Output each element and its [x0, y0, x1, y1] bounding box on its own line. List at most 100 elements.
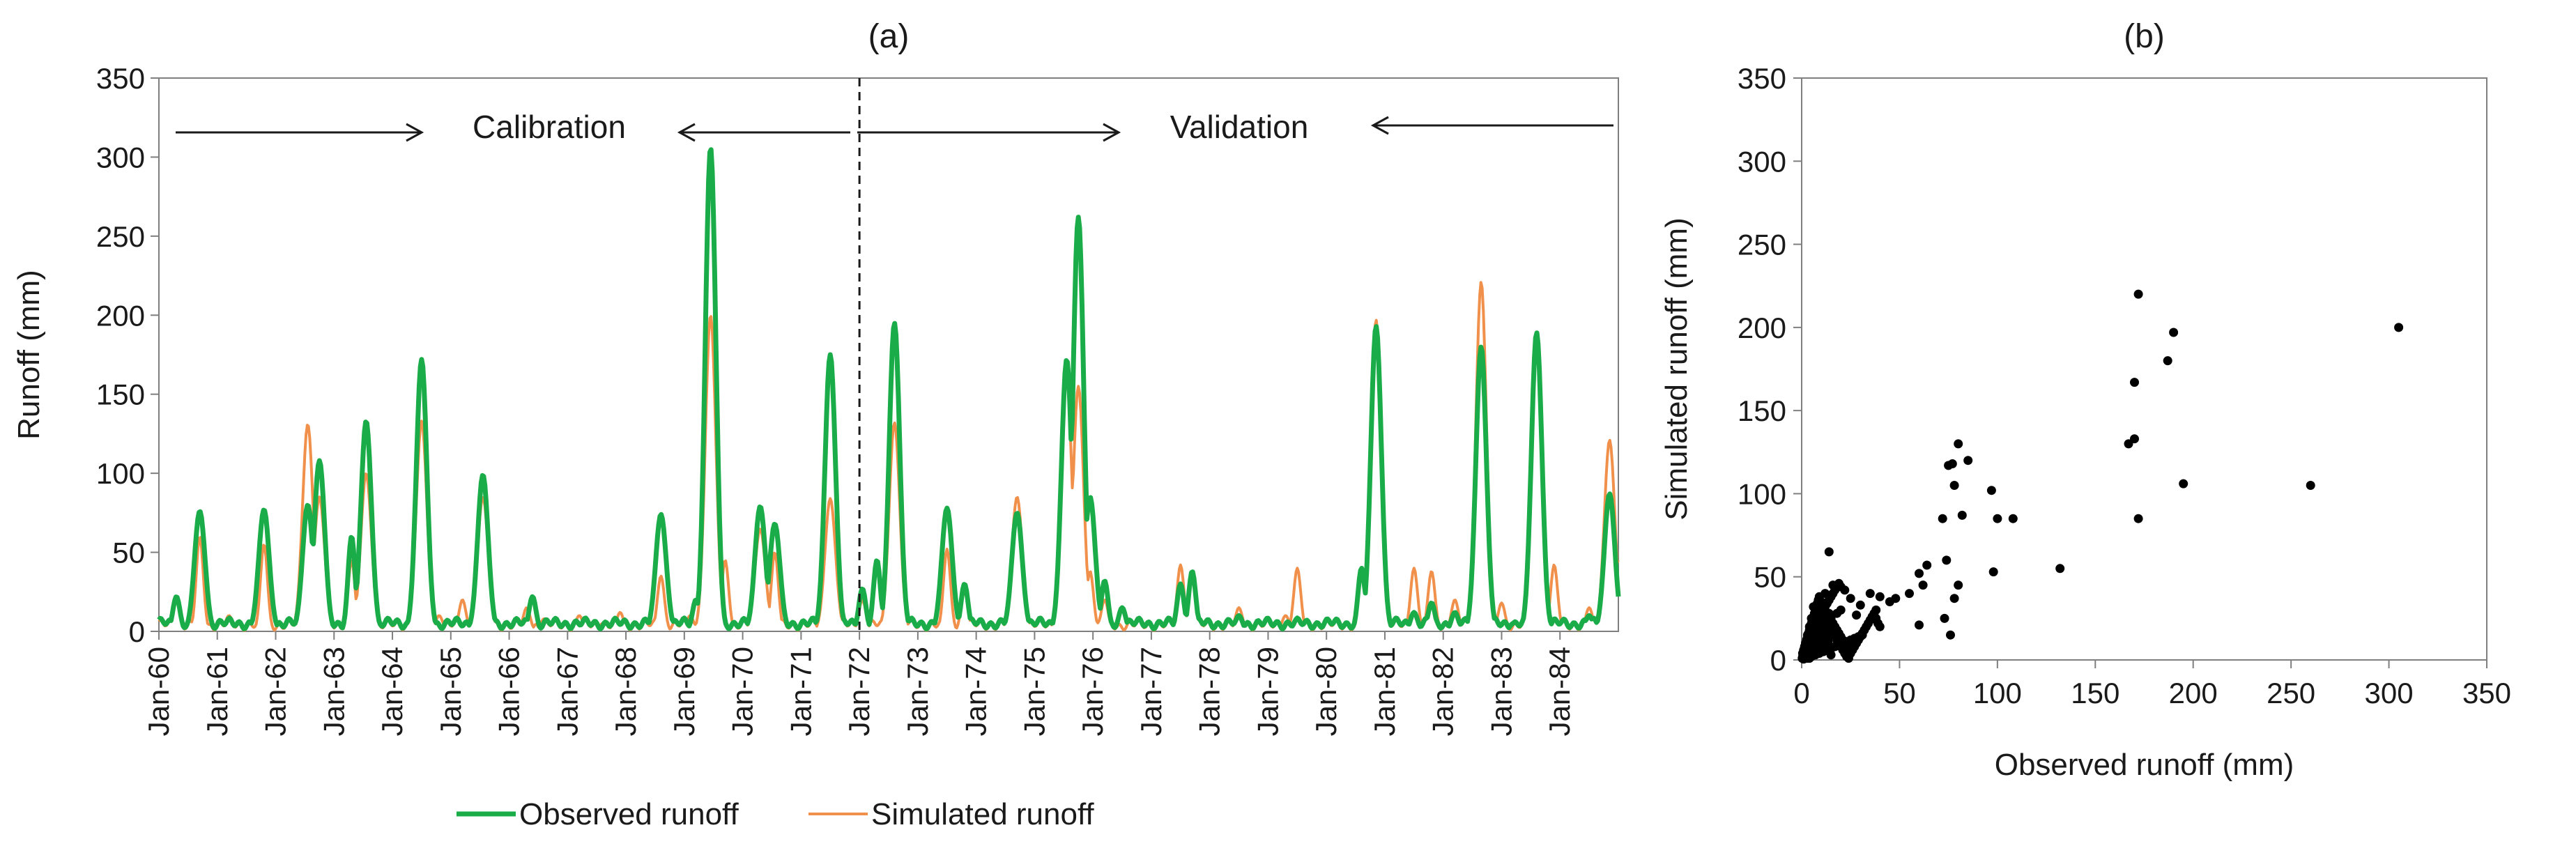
y-tick-label-a: 250	[96, 220, 145, 253]
y-tick-label-b: 0	[1770, 644, 1786, 677]
scatter-point	[1986, 486, 1996, 495]
x-tick-label-a: Jan-79	[1251, 647, 1284, 736]
scatter-point	[1944, 461, 1954, 470]
calibration-label: Calibration	[473, 109, 626, 145]
scatter-point	[1942, 555, 1952, 565]
x-tick-label-a: Jan-63	[317, 647, 350, 736]
x-tick-label-a: Jan-82	[1427, 647, 1459, 736]
scatter-point	[1826, 650, 1836, 660]
legend-label-observed: Observed runoff	[519, 797, 739, 831]
validation-label: Validation	[1170, 109, 1309, 145]
y-tick-label-b: 50	[1754, 561, 1786, 594]
x-tick-label-a: Jan-83	[1485, 647, 1517, 736]
scatter-point	[1940, 613, 1949, 623]
scatter-point	[1918, 580, 1928, 590]
y-tick-label-b: 200	[1738, 312, 1786, 344]
scatter-point	[1938, 514, 1947, 523]
y-axis-title-a: Runoff (mm)	[12, 270, 46, 440]
x-tick-label-a: Jan-62	[259, 647, 292, 736]
panel-b: (b) 0 50 100 150 200 250 300 350 0 50 100 150 200 250 3…	[1659, 18, 2511, 782]
y-axis-title-b: Simulated runoff (mm)	[1659, 217, 1694, 520]
calibration-arrow-right-head	[406, 123, 424, 142]
y-tick-label-b: 300	[1738, 145, 1786, 178]
x-tick-label-a: Jan-75	[1018, 647, 1050, 736]
x-tick-label-b: 150	[2071, 677, 2119, 709]
scatter-point	[2163, 356, 2172, 366]
scatter-point	[1915, 569, 1924, 578]
scatter-point	[2055, 564, 2065, 574]
x-tick-label-b: 200	[2169, 677, 2218, 709]
scatter-point	[2169, 328, 2179, 337]
panel-title-a: (a)	[868, 18, 910, 55]
x-tick-label-a: Jan-84	[1543, 647, 1576, 736]
scatter-point	[1949, 594, 1959, 603]
x-tick-label-a: Jan-73	[901, 647, 934, 736]
y-tick-label-b: 150	[1738, 394, 1786, 427]
scatter-point	[2133, 289, 2143, 299]
x-tick-label-a: Jan-66	[493, 647, 526, 736]
x-tick-label-a: Jan-69	[668, 647, 700, 736]
scatter-point	[1824, 547, 1834, 557]
scatter-point	[2394, 323, 2404, 332]
y-tick-label-a: 150	[96, 378, 145, 411]
x-tick-label-b: 50	[1883, 677, 1916, 709]
scatter-point	[1963, 456, 1973, 466]
scatter-point	[1875, 622, 1885, 631]
y-tick-label-a: 0	[129, 615, 145, 648]
observed-runoff-line	[157, 147, 1621, 632]
x-tick-label-a: Jan-71	[784, 647, 817, 736]
scatter-point	[1846, 594, 1855, 603]
scatter-point	[1993, 514, 2002, 523]
scatter-point	[2306, 481, 2315, 490]
scatter-point	[1832, 608, 1842, 618]
scatter-point	[1954, 439, 1963, 449]
x-tick-label-b: 0	[1793, 677, 1809, 709]
y-tick-label-b: 100	[1738, 477, 1786, 510]
x-tick-label-b: 300	[2365, 677, 2414, 709]
scatter-point	[1915, 620, 1924, 630]
x-tick-label-b: 100	[1973, 677, 2022, 709]
scatter-point	[2008, 514, 2018, 523]
y-tick-label-a: 200	[96, 299, 145, 332]
scatter-point	[1949, 481, 1959, 490]
x-tick-label-a: Jan-80	[1310, 647, 1342, 736]
scatter-point	[1836, 582, 1846, 592]
scatter-point	[1905, 589, 1914, 599]
scatter-point	[1922, 560, 1932, 570]
y-tick-label-b: 350	[1738, 62, 1786, 95]
plot-area-frame-b	[1801, 77, 2487, 661]
x-tick-label-a: Jan-78	[1193, 647, 1226, 736]
scatter-point	[1857, 630, 1867, 640]
scatter-point	[1852, 610, 1862, 620]
scatter-point	[2130, 378, 2139, 387]
scatter-point	[2124, 439, 2133, 449]
panel-a: (a) 0 50 100 150 200 250 300 350 Runoff (mm) Jan-6…	[12, 18, 1621, 831]
x-tick-label-a: Jan-76	[1076, 647, 1109, 736]
calibration-arrow-left-head	[677, 123, 696, 142]
x-tick-label-a: Jan-68	[609, 647, 642, 736]
x-axis-title-b: Observed runoff (mm)	[1995, 748, 2294, 782]
scatter-point	[1885, 597, 1894, 606]
x-tick-label-a: Jan-70	[726, 647, 759, 736]
scatter-point	[1855, 600, 1865, 610]
scatter-point	[1865, 589, 1875, 599]
scatter-point	[2179, 479, 2188, 489]
x-tick-label-a: Jan-72	[843, 647, 875, 736]
scatter-point	[1875, 592, 1885, 601]
x-tick-label-a: Jan-74	[960, 647, 992, 736]
x-tick-label-b: 350	[2462, 677, 2511, 709]
x-tick-label-a: Jan-61	[201, 647, 233, 736]
validation-arrow-left-head	[1370, 116, 1389, 135]
x-tick-label-a: Jan-60	[142, 647, 175, 736]
x-tick-label-a: Jan-64	[376, 647, 408, 736]
panel-title-b: (b)	[2124, 18, 2165, 55]
scatter-point	[1988, 567, 1998, 577]
y-tick-label-b: 250	[1738, 229, 1786, 261]
y-tick-label-a: 350	[96, 62, 145, 95]
legend-label-simulated: Simulated runoff	[871, 797, 1094, 831]
x-tick-label-a: Jan-65	[434, 647, 467, 736]
validation-arrow-right-head	[1103, 123, 1121, 142]
scatter-point	[2130, 434, 2139, 444]
